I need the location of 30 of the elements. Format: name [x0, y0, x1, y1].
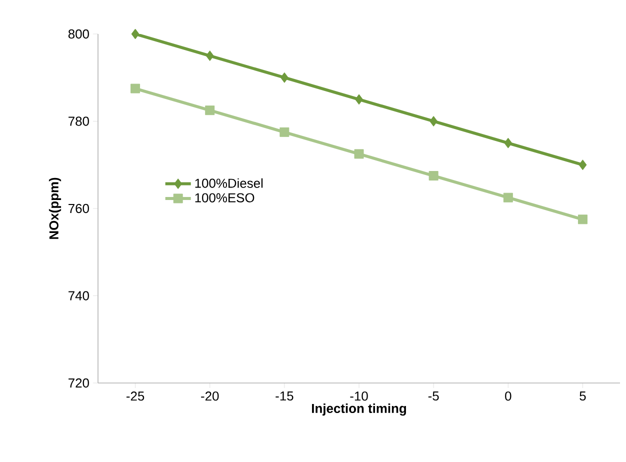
point	[280, 72, 288, 83]
point	[205, 106, 215, 116]
x-tick-label: 0	[505, 392, 512, 401]
point	[504, 138, 512, 148]
point	[428, 171, 438, 181]
x-tick-label: -10	[350, 392, 368, 401]
point	[430, 116, 438, 126]
x-axis-title: Injection timing	[312, 404, 406, 416]
point	[280, 127, 290, 137]
y-tick-label: 780	[68, 116, 89, 126]
y-tick-label: 740	[68, 291, 89, 300]
y-tick-label: 760	[68, 204, 89, 214]
legend-label: 100%Diesel	[195, 178, 263, 188]
x-tick-label: -15	[276, 392, 294, 401]
legend-label: 100%ESO	[195, 193, 254, 202]
point	[130, 84, 140, 94]
x-tick-label: -25	[126, 392, 144, 401]
point	[206, 50, 214, 62]
point	[131, 28, 140, 40]
point	[578, 160, 587, 170]
point	[578, 214, 588, 224]
x-tick-label: -20	[201, 392, 219, 401]
point	[503, 192, 513, 202]
point	[354, 149, 364, 159]
y-tick-label: 720	[68, 378, 89, 388]
x-tick-label: -5	[428, 392, 439, 401]
y-axis-title: NOx(ppm)	[48, 178, 62, 239]
x-tick-label: 5	[580, 392, 586, 401]
y-tick-label: 800	[68, 29, 89, 39]
point	[355, 94, 364, 105]
